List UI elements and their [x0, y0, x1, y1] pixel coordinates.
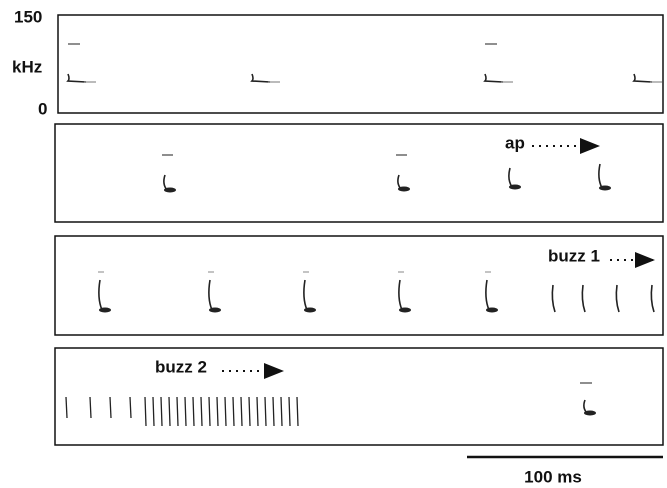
buzz-call [160, 396, 163, 427]
buzz-call [288, 396, 291, 427]
buzz-call [224, 396, 227, 427]
axis-unit: kHz [12, 57, 42, 76]
buzz-call [144, 396, 147, 427]
call [250, 73, 271, 83]
call [208, 279, 213, 311]
call [632, 73, 653, 83]
panel-1 [57, 14, 664, 114]
call [66, 73, 87, 83]
call-end [99, 307, 111, 313]
axis-min: 0 [38, 99, 47, 118]
buzz-call [208, 396, 211, 427]
buzz-call [216, 396, 219, 427]
call [581, 284, 586, 313]
call-end [584, 410, 596, 416]
buzz-call [192, 396, 195, 427]
annotation-ap: ap [505, 133, 525, 152]
panel-4 [54, 347, 664, 446]
panel-2 [54, 123, 664, 223]
axis-max: 150 [14, 7, 42, 26]
annotation-buzz1: buzz 1 [548, 246, 600, 265]
buzz-call [256, 396, 259, 427]
buzz-call [109, 396, 112, 419]
buzz-call [264, 396, 267, 427]
call-end [304, 307, 316, 313]
call-end [509, 184, 521, 190]
call [485, 279, 490, 311]
buzz-call [200, 396, 203, 427]
buzz-call [176, 396, 179, 427]
call [551, 284, 556, 313]
call-end [599, 185, 611, 191]
call [483, 73, 504, 83]
call-end [164, 187, 176, 193]
buzz-call [296, 396, 299, 427]
buzz-call [272, 396, 275, 427]
buzz-call [280, 396, 283, 427]
buzz-call [240, 396, 243, 427]
buzz-call [232, 396, 235, 427]
call-end [209, 307, 221, 313]
calls [65, 43, 662, 427]
buzz-call [89, 396, 92, 419]
annotation-buzz2: buzz 2 [155, 357, 207, 376]
call [303, 279, 308, 311]
buzz-call [168, 396, 171, 427]
call-end [486, 307, 498, 313]
call [398, 279, 403, 311]
panel-3 [54, 235, 664, 336]
call [650, 284, 655, 313]
call-end [398, 186, 410, 192]
buzz-call [248, 396, 251, 427]
call-end [399, 307, 411, 313]
buzz-call [184, 396, 187, 427]
buzz-call [129, 396, 132, 419]
buzz-call [65, 396, 68, 419]
buzz-call [152, 396, 155, 427]
scale-bar-label: 100 ms [524, 467, 582, 486]
call [98, 279, 103, 311]
call [615, 284, 620, 313]
